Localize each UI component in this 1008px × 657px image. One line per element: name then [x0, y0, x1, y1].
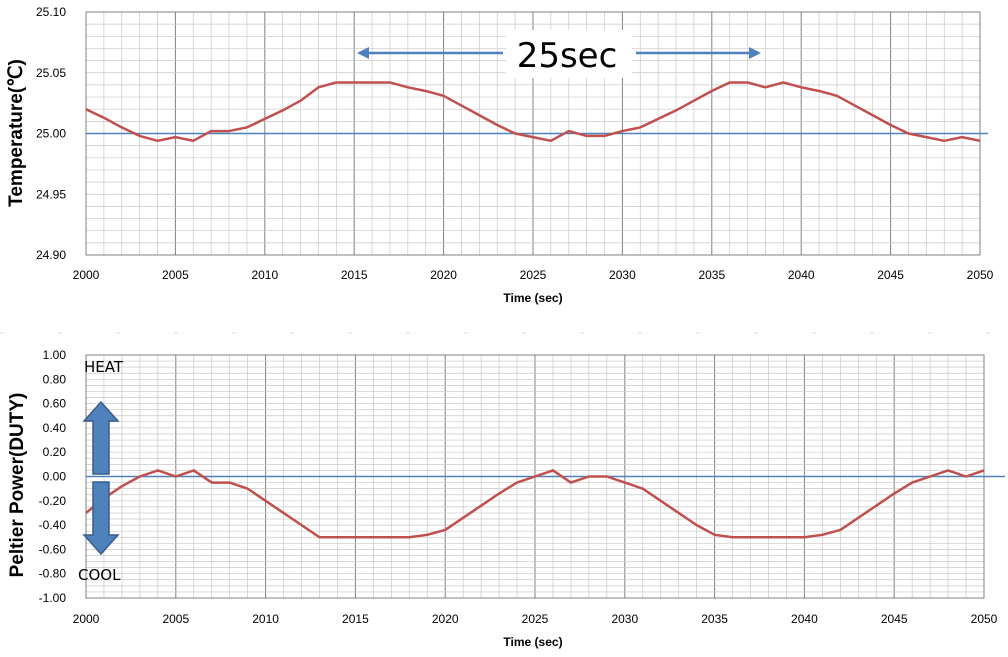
peltier-x-axis-label: Time (sec)	[503, 635, 562, 649]
temperature-x-tick-label: 2015	[341, 268, 368, 282]
heat-arrow-up-icon	[82, 400, 120, 475]
temperature-x-tick-label: 2035	[698, 268, 725, 282]
period-arrow-left-icon	[357, 47, 369, 59]
period-label-box	[506, 30, 632, 78]
period-label: 25sec	[517, 36, 618, 76]
temperature-x-tick-label: 2000	[73, 268, 100, 282]
temperature-x-ticks: 2000 2005 2010 2015 2020 2025 2030 2035 2040 2045…	[73, 268, 994, 282]
peltier-y-tick-label: 0.60	[43, 397, 67, 411]
peltier-y-axis-label: Peltier Power(DUTY)	[7, 393, 28, 578]
temperature-y-tick-label: 25.10	[36, 5, 66, 19]
peltier-x-tick-label: 2000	[73, 612, 100, 626]
temperature-x-tick-label: 2010	[251, 268, 278, 282]
peltier-y-ticks: -1.00 -0.80 -0.60 -0.40 -0.20 0.00 0.20 0.40 0.6…	[39, 348, 67, 605]
temperature-x-tick-label: 2005	[162, 268, 189, 282]
temperature-x-tick-label: 2020	[430, 268, 457, 282]
peltier-y-tick-label: 0.40	[43, 421, 67, 435]
peltier-x-tick-label: 2005	[162, 612, 189, 626]
peltier-x-tick-label: 2010	[252, 612, 279, 626]
peltier-y-tick-label: -0.80	[39, 567, 67, 581]
peltier-y-tick-label: -0.20	[39, 494, 67, 508]
peltier-series	[85, 469, 985, 539]
temperature-y-tick-label: 24.95	[36, 187, 66, 201]
peltier-x-tick-label: 2045	[881, 612, 908, 626]
temperature-y-axis-label: Temperature(℃)	[6, 59, 27, 207]
peltier-x-tick-label: 2030	[611, 612, 638, 626]
peltier-x-tick-label: 2015	[342, 612, 369, 626]
period-annotation: 25sec	[357, 30, 761, 78]
temperature-series	[85, 81, 981, 143]
peltier-y-tick-label: -0.40	[39, 518, 67, 532]
peltier-y-tick-label: 0.20	[43, 445, 67, 459]
peltier-y-tick-label: -1.00	[39, 591, 67, 605]
temperature-x-tick-label: 2040	[788, 268, 815, 282]
peltier-y-tick-label: 1.00	[43, 348, 67, 362]
temperature-x-tick-label: 2050	[967, 268, 994, 282]
temperature-x-tick-label: 2030	[609, 268, 636, 282]
peltier-x-tick-label: 2025	[522, 612, 549, 626]
peltier-y-tick-label: 0.00	[43, 470, 67, 484]
temperature-y-tick-label: 25.05	[36, 66, 66, 80]
temperature-y-ticks: 24.90 24.95 25.00 25.05 25.10	[36, 5, 66, 262]
peltier-x-tick-label: 2035	[701, 612, 728, 626]
peltier-chart: -1.00 -0.80 -0.60 -0.40 -0.20 0.00 0.20 0.40 0.6…	[7, 348, 1005, 649]
peltier-x-tick-label: 2040	[791, 612, 818, 626]
temperature-y-tick-label: 24.90	[36, 248, 66, 262]
peltier-y-tick-label: 0.80	[43, 372, 67, 386]
cool-label: COOL	[78, 566, 121, 584]
peltier-y-tick-label: -0.60	[39, 542, 67, 556]
temperature-x-tick-label: 2045	[877, 268, 904, 282]
peltier-x-ticks: 2000 2005 2010 2015 2020 2025 2030 2035 2040 2045…	[73, 612, 998, 626]
temperature-y-tick-label: 25.00	[36, 127, 66, 141]
cool-arrow-down-icon	[82, 481, 120, 556]
peltier-x-tick-label: 2050	[971, 612, 998, 626]
temperature-x-axis-label: Time (sec)	[503, 291, 562, 305]
heat-label: HEAT	[84, 358, 124, 376]
period-arrow-right-icon	[749, 47, 761, 59]
peltier-x-tick-label: 2020	[432, 612, 459, 626]
temperature-x-tick-label: 2025	[520, 268, 547, 282]
